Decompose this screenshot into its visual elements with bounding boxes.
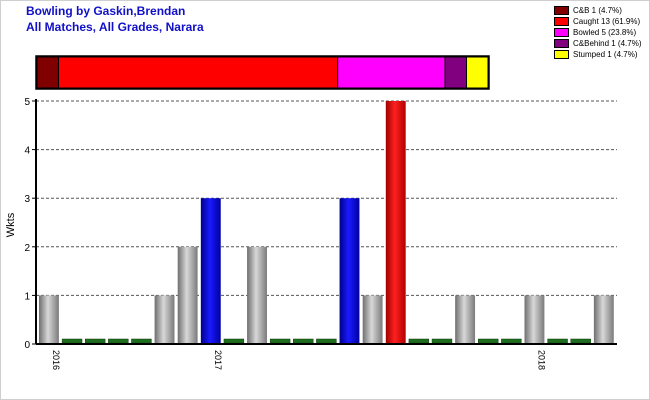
bar-10-zero [269, 338, 291, 344]
legend-item-stumped: Stumped 1 (4.7%) [554, 49, 641, 60]
legend-item-cb: C&B 1 (4.7%) [554, 5, 641, 16]
legend-swatch-cb [554, 6, 569, 15]
y-tick-label-5: 5 [24, 97, 30, 108]
bar-0 [39, 295, 59, 344]
chart-subtitle: All Matches, All Grades, Narara [26, 20, 204, 34]
bar-7 [200, 198, 221, 344]
y-tick-label-0: 0 [24, 340, 30, 351]
bar-2-zero [84, 338, 106, 344]
y-axis-label: Wkts [5, 212, 17, 237]
stacked-summary-bar [35, 55, 490, 90]
bar-9 [247, 246, 267, 344]
bar-1-zero [61, 338, 83, 344]
x-tick-label-2016: 2016 [51, 350, 61, 370]
bar-18 [455, 295, 476, 344]
stacked-segment-bowled [337, 56, 446, 89]
bar-23-zero [570, 338, 591, 344]
bar-22-zero [547, 338, 568, 344]
legend: C&B 1 (4.7%) Caught 13 (61.9%) Bowled 5 … [554, 5, 641, 60]
x-tick-label-2017: 2017 [213, 350, 223, 370]
y-tick-label-1: 1 [24, 291, 30, 302]
bar-14 [362, 295, 383, 344]
bar-11-zero [293, 338, 314, 344]
stacked-segment-caught [57, 56, 339, 89]
bar-12-zero [316, 338, 337, 344]
bar-16-zero [408, 338, 430, 344]
legend-label-caught: Caught 13 (61.9%) [573, 17, 641, 26]
chart-title: Bowling by Gaskin,Brendan [26, 4, 186, 18]
legend-label-bowled: Bowled 5 (23.8%) [573, 28, 637, 37]
x-tick-label-2018: 2018 [536, 350, 546, 370]
stacked-segment-cbehind [444, 56, 468, 89]
legend-swatch-caught [554, 17, 569, 26]
stacked-segment-cb [36, 56, 59, 89]
bar-15 [385, 101, 406, 344]
bars [39, 101, 614, 344]
bar-21 [524, 295, 545, 344]
bar-13 [339, 198, 360, 344]
bar-17-zero [431, 338, 453, 344]
bar-3-zero [108, 338, 129, 344]
bar-4-zero [131, 338, 152, 344]
legend-swatch-bowled [554, 28, 569, 37]
y-tick-label-2: 2 [24, 243, 30, 254]
legend-swatch-stumped [554, 50, 569, 59]
y-tick-labels: 0 1 2 3 4 5 [24, 97, 30, 351]
legend-item-caught: Caught 13 (61.9%) [554, 16, 641, 27]
legend-label-cbehind: C&Behind 1 (4.7%) [573, 39, 642, 48]
legend-item-cbehind: C&Behind 1 (4.7%) [554, 38, 641, 49]
bar-20-zero [501, 338, 522, 344]
y-tick-label-4: 4 [24, 146, 30, 157]
legend-item-bowled: Bowled 5 (23.8%) [554, 27, 641, 38]
legend-label-stumped: Stumped 1 (4.7%) [573, 50, 638, 59]
grid-lines [36, 100, 617, 296]
axes [32, 99, 617, 345]
bar-8-zero [223, 338, 245, 344]
stacked-segment-stumped [466, 56, 489, 89]
legend-swatch-cbehind [554, 39, 569, 48]
stacked-bar-outline [35, 55, 490, 90]
bar-5 [154, 295, 175, 344]
x-tick-labels: 2016 2017 2018 [51, 350, 547, 370]
bar-24 [593, 295, 614, 344]
y-tick-label-3: 3 [24, 194, 30, 205]
legend-label-cb: C&B 1 (4.7%) [573, 6, 622, 15]
bar-19-zero [478, 338, 499, 344]
bar-6 [177, 246, 198, 344]
